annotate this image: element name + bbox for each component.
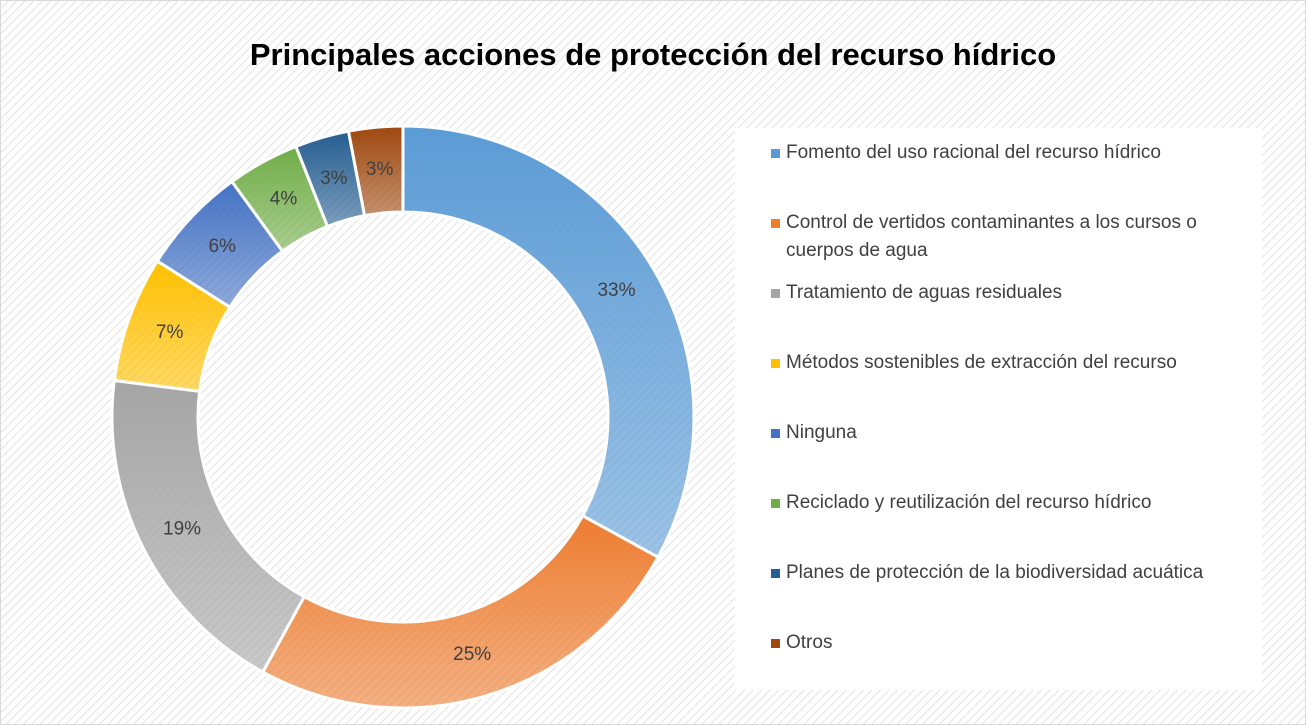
chart-title: Principales acciones de protección del r…: [250, 37, 1056, 72]
donut-slice: [260, 513, 661, 710]
legend-swatch: [771, 219, 780, 228]
legend-swatch: [771, 499, 780, 508]
legend-item: Ninguna: [771, 419, 1251, 489]
legend-label: Ninguna: [786, 422, 857, 443]
legend-label: Fomento del uso racional del recurso híd…: [786, 142, 1161, 163]
legend-item: Otros: [771, 629, 1251, 699]
legend-swatch: [771, 359, 780, 368]
data-label: 7%: [156, 322, 184, 343]
data-label: 19%: [163, 519, 201, 540]
legend-swatch: [771, 149, 780, 158]
legend: Fomento del uso racional del recurso híd…: [735, 128, 1262, 690]
legend-item: Reciclado y reutilización del recurso hí…: [771, 489, 1251, 559]
donut-slice: [401, 124, 696, 560]
legend-swatch: [771, 569, 780, 578]
donut-slice: [346, 124, 405, 218]
data-label: 6%: [208, 236, 236, 257]
data-label: 4%: [270, 189, 298, 210]
legend-item: Tratamiento de aguas residuales: [771, 279, 1251, 349]
legend-item: Fomento del uso racional del recurso híd…: [771, 139, 1251, 209]
legend-swatch: [771, 429, 780, 438]
legend-item: Control de vertidos contaminantes a los …: [771, 209, 1251, 279]
legend-label: Tratamiento de aguas residuales: [786, 282, 1063, 303]
legend-item: Planes de protección de la biodiversidad…: [771, 559, 1251, 629]
legend-swatch: [771, 639, 780, 648]
data-label: 33%: [597, 280, 635, 301]
data-label: 25%: [453, 644, 491, 665]
data-label: 3%: [320, 168, 348, 189]
legend-swatch: [771, 289, 780, 298]
legend-label: Planes de protección de la biodiversidad…: [786, 562, 1204, 583]
legend-label: Control de vertidos contaminantes a los …: [786, 212, 1197, 261]
legend-label: Reciclado y reutilización del recurso hí…: [786, 492, 1152, 513]
legend-label: Métodos sostenibles de extracción del re…: [786, 352, 1177, 373]
legend-item: Métodos sostenibles de extracción del re…: [771, 349, 1251, 419]
legend-label: Otros: [786, 632, 833, 653]
data-label: 3%: [366, 159, 394, 180]
